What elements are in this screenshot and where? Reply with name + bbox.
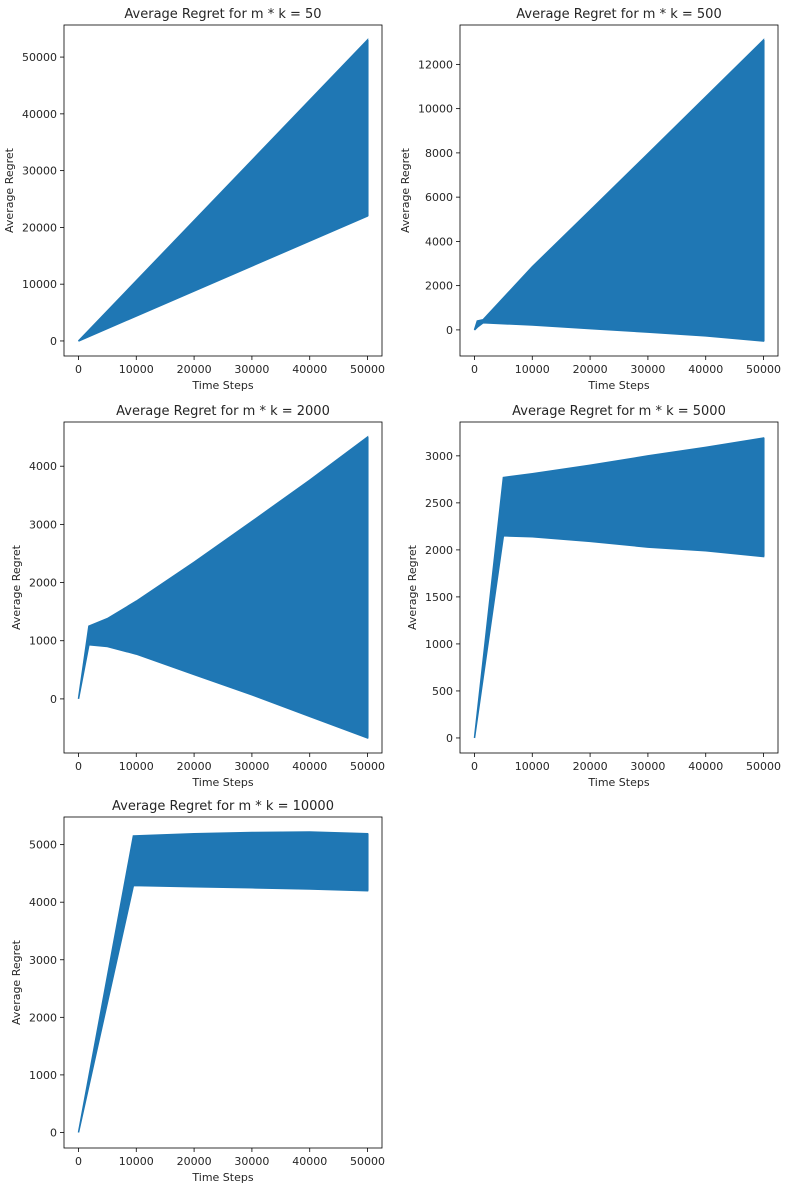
y-axis-label: Average Regret: [10, 544, 23, 630]
axes-frame: [63, 816, 383, 1149]
chart-title: Average Regret for m * k = 50: [124, 7, 321, 22]
y-tick-label: 2000: [425, 280, 453, 293]
x-tick-label: 0: [75, 760, 82, 773]
x-tick-label: 50000: [350, 1155, 385, 1168]
y-tick-label: 3000: [425, 450, 453, 463]
y-tick-label: 500: [432, 685, 453, 698]
chart-title: Average Regret for m * k = 500: [516, 7, 721, 22]
x-tick-label: 20000: [177, 363, 212, 376]
y-tick-label: 2000: [425, 544, 453, 557]
x-tick-label: 40000: [292, 760, 327, 773]
y-tick-label: 0: [50, 693, 57, 706]
y-tick-label: 1000: [29, 1069, 57, 1082]
y-axis-label: Average Regret: [406, 544, 419, 630]
regret-band-series-1: [77, 38, 369, 342]
x-tick-label: 40000: [688, 760, 723, 773]
x-tick-label: 10000: [119, 760, 154, 773]
y-tick-label: 4000: [29, 896, 57, 909]
x-tick-label: 50000: [746, 760, 781, 773]
y-axis-label: Average Regret: [399, 147, 412, 233]
x-tick-label: 20000: [573, 760, 608, 773]
x-tick-label: 40000: [292, 363, 327, 376]
axes-frame: [63, 421, 383, 754]
y-axis-label: Average Regret: [10, 939, 23, 1025]
subplot-5: 0 10000 20000 30000 40000 50000 0 1000 2000 3000 4…: [10, 799, 385, 1184]
regret-band-series-1: [473, 38, 765, 342]
x-tick-label: 30000: [630, 363, 665, 376]
y-tick-label: 30000: [22, 165, 57, 178]
x-tick-label: 10000: [515, 760, 550, 773]
x-tick-label: 30000: [234, 1155, 269, 1168]
x-axis-label: Time Steps: [587, 776, 649, 789]
x-tick-label: 50000: [350, 760, 385, 773]
y-tick-label: 4000: [425, 235, 453, 248]
y-tick-label: 8000: [425, 147, 453, 160]
axes-frame: [63, 24, 383, 357]
y-tick-label: 1000: [29, 635, 57, 648]
y-tick-label: 2000: [29, 1011, 57, 1024]
x-tick-label: 40000: [292, 1155, 327, 1168]
x-tick-label: 0: [471, 363, 478, 376]
y-tick-label: 50000: [22, 51, 57, 64]
chart-title: Average Regret for m * k = 5000: [512, 404, 726, 419]
y-tick-label: 2000: [29, 577, 57, 590]
y-tick-label: 0: [50, 335, 57, 348]
regret-band-series-1: [77, 435, 369, 739]
y-tick-label: 3000: [29, 518, 57, 531]
x-tick-label: 20000: [177, 760, 212, 773]
x-tick-label: 0: [471, 760, 478, 773]
chart-title: Average Regret for m * k = 10000: [112, 799, 334, 814]
subplot-1: 0 10000 20000 30000 40000 50000 0 10000 20000 300…: [3, 7, 385, 392]
x-axis-label: Time Steps: [191, 379, 253, 392]
y-tick-label: 6000: [425, 191, 453, 204]
x-axis-label: Time Steps: [191, 776, 253, 789]
y-axis-label: Average Regret: [3, 147, 16, 233]
y-tick-label: 20000: [22, 221, 57, 234]
x-tick-label: 10000: [119, 1155, 154, 1168]
axes-frame: [459, 24, 779, 357]
x-tick-label: 30000: [234, 760, 269, 773]
y-tick-label: 1000: [425, 638, 453, 651]
y-tick-label: 40000: [22, 108, 57, 121]
y-tick-label: 0: [446, 324, 453, 337]
y-tick-label: 10000: [22, 278, 57, 291]
subplot-3: 0 10000 20000 30000 40000 50000 0 1000 2000 3000 4…: [10, 404, 385, 789]
y-tick-label: 3000: [29, 954, 57, 967]
x-tick-label: 10000: [119, 363, 154, 376]
y-tick-label: 0: [446, 732, 453, 745]
x-tick-label: 30000: [234, 363, 269, 376]
axes-frame: [459, 421, 779, 754]
x-tick-label: 20000: [177, 1155, 212, 1168]
x-tick-label: 50000: [350, 363, 385, 376]
y-tick-label: 1500: [425, 591, 453, 604]
subplot-4: 0 10000 20000 30000 40000 50000 0 500 1000 1500 20…: [406, 404, 781, 789]
x-axis-label: Time Steps: [191, 1171, 253, 1184]
x-tick-label: 30000: [630, 760, 665, 773]
y-tick-label: 5000: [29, 839, 57, 852]
y-tick-label: 10000: [418, 103, 453, 116]
regret-band-series-1: [473, 437, 765, 739]
y-tick-label: 0: [50, 1126, 57, 1139]
regret-band-series-1: [77, 831, 369, 1133]
x-tick-label: 0: [75, 1155, 82, 1168]
x-tick-label: 40000: [688, 363, 723, 376]
x-tick-label: 10000: [515, 363, 550, 376]
x-tick-label: 50000: [746, 363, 781, 376]
subplot-2: 0 10000 20000 30000 40000 50000 0 2000 4000 6000 8…: [399, 7, 781, 392]
x-axis-label: Time Steps: [587, 379, 649, 392]
y-tick-label: 4000: [29, 460, 57, 473]
y-tick-label: 12000: [418, 58, 453, 71]
x-tick-label: 20000: [573, 363, 608, 376]
y-tick-label: 2500: [425, 497, 453, 510]
x-tick-label: 0: [75, 363, 82, 376]
chart-title: Average Regret for m * k = 2000: [116, 404, 330, 419]
